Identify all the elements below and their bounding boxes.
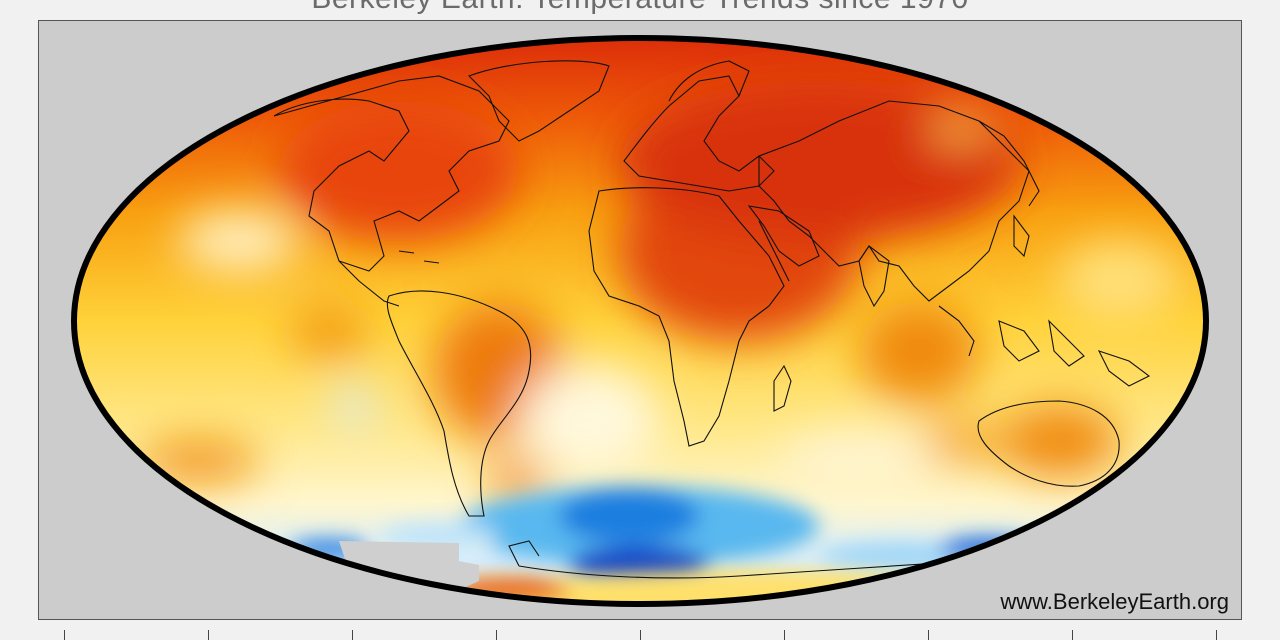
coastlines	[273, 60, 1155, 579]
axis-tick	[1072, 630, 1073, 640]
map-panel: www.BerkeleyEarth.org	[38, 20, 1242, 620]
axis-tick	[496, 630, 497, 640]
axis-tick	[928, 630, 929, 640]
axis-tick	[208, 630, 209, 640]
axis-tick	[1216, 630, 1217, 640]
globe-outline	[71, 35, 1209, 607]
temperature-field	[74, 38, 1206, 604]
map-title: Berkeley Earth: Temperature Trends since…	[0, 0, 1280, 16]
axis-tick	[64, 630, 65, 640]
axis-tick	[640, 630, 641, 640]
axis-tick	[352, 630, 353, 640]
temperature-trend-map	[71, 35, 1209, 607]
axis-tick	[784, 630, 785, 640]
credit-text[interactable]: www.BerkeleyEarth.org	[1000, 589, 1229, 614]
